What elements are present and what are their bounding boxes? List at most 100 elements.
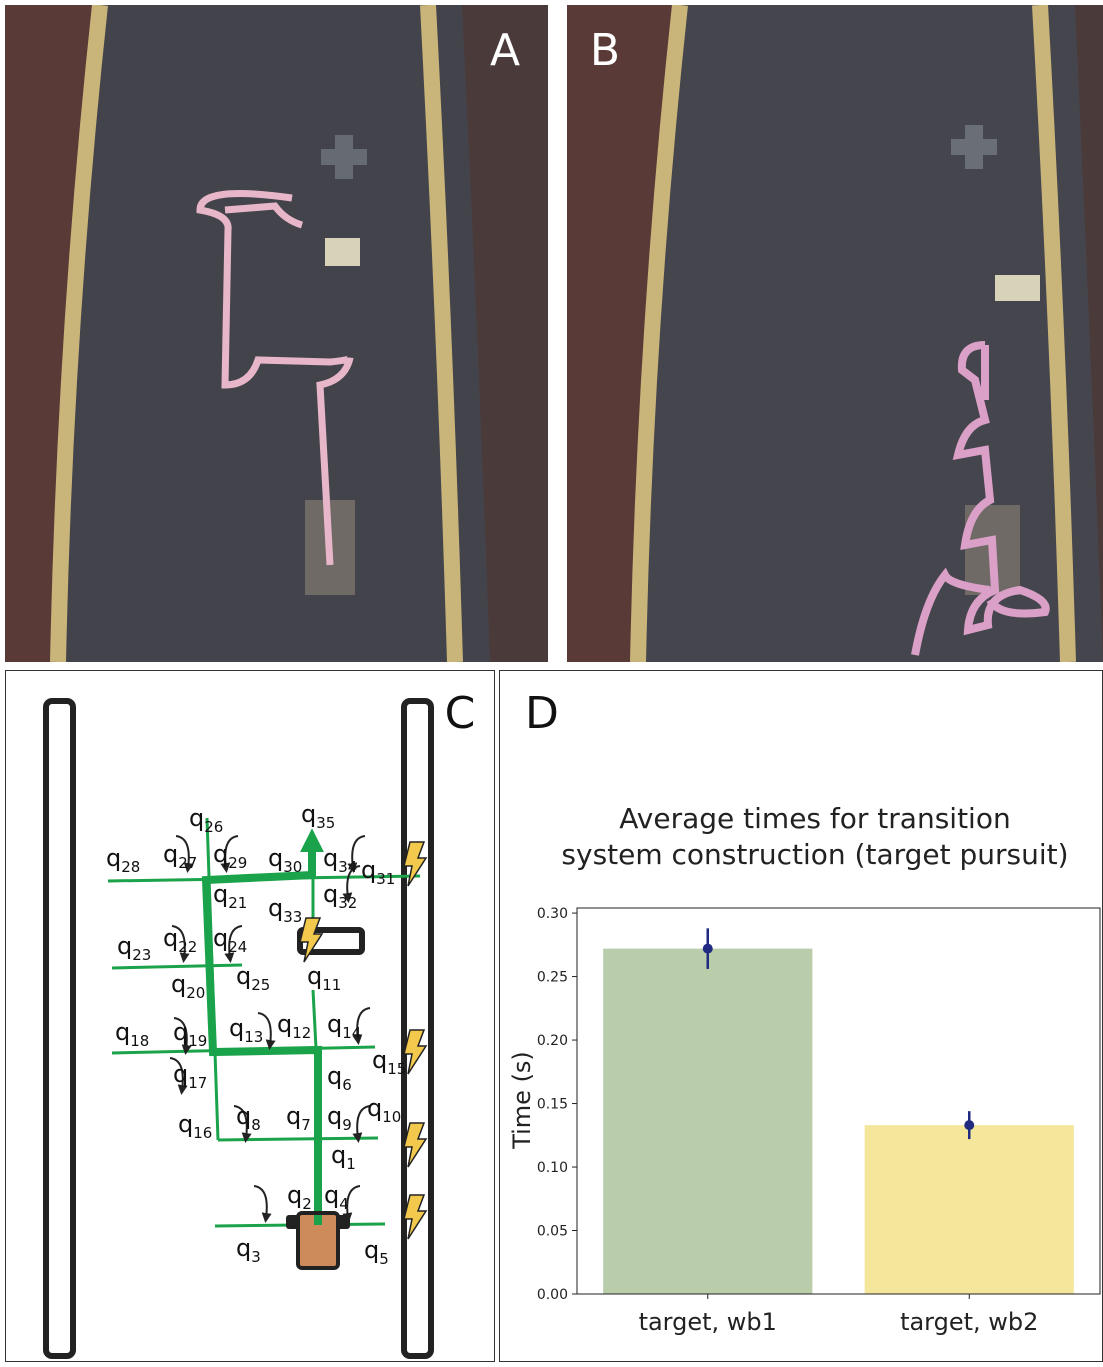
state-name: q xyxy=(327,1010,342,1038)
state-index: 12 xyxy=(292,1024,311,1042)
state-index: 29 xyxy=(228,854,247,872)
y-tick-label: 0.15 xyxy=(537,1097,568,1113)
state-label: q35 xyxy=(301,800,335,832)
state-name: q xyxy=(213,840,228,868)
lightning-icon xyxy=(300,918,322,962)
state-index: 33 xyxy=(283,908,302,926)
error-point xyxy=(964,1120,974,1130)
state-label: q12 xyxy=(277,1010,311,1042)
state-index: 14 xyxy=(342,1024,361,1042)
state-label: q23 xyxy=(117,932,151,964)
state-index: 1 xyxy=(346,1155,356,1173)
state-index: 23 xyxy=(132,946,151,964)
state-label: q14 xyxy=(327,1010,361,1042)
state-index: 27 xyxy=(178,854,197,872)
state-name: q xyxy=(115,1018,130,1046)
state-index: 19 xyxy=(188,1032,207,1050)
panel-label: A xyxy=(490,25,520,76)
state-index: 34 xyxy=(338,858,357,876)
state-name: q xyxy=(324,1181,339,1209)
state-label: q29 xyxy=(213,840,247,872)
y-tick-label: 0.10 xyxy=(537,1160,568,1176)
state-name: q xyxy=(372,1046,387,1074)
photo-a xyxy=(5,5,548,662)
state-label: q33 xyxy=(268,894,302,926)
state-label: q25 xyxy=(236,962,270,994)
state-index: 20 xyxy=(186,984,205,1002)
state-name: q xyxy=(277,1010,292,1038)
bar xyxy=(603,949,812,1294)
state-name: q xyxy=(286,1102,301,1130)
error-point xyxy=(703,944,713,954)
panel-label: D xyxy=(525,688,559,739)
transition-arrow xyxy=(254,1186,267,1218)
figure: A B C D q1q2q3q4q5q6q7q8q9q10q11q12q13q1… xyxy=(0,0,1103,1362)
state-label: q11 xyxy=(307,962,341,994)
state-label: q2 xyxy=(287,1181,312,1213)
state-index: 2 xyxy=(302,1195,312,1213)
state-label: q20 xyxy=(171,970,205,1002)
x-tick-label: target, wb2 xyxy=(900,1308,1038,1336)
state-label: q16 xyxy=(178,1110,212,1142)
state-index: 6 xyxy=(342,1076,352,1094)
state-index: 24 xyxy=(228,938,247,956)
state-name: q xyxy=(323,880,338,908)
y-tick-label: 0.25 xyxy=(537,970,568,986)
state-label: q27 xyxy=(163,840,197,872)
state-index: 15 xyxy=(387,1060,406,1078)
state-index: 31 xyxy=(376,870,395,888)
state-label: q24 xyxy=(213,924,247,956)
state-name: q xyxy=(213,924,228,952)
state-label: q18 xyxy=(115,1018,149,1050)
state-name: q xyxy=(173,1018,188,1046)
chart: Average times for transitionsystem const… xyxy=(508,802,1100,1336)
state-name: q xyxy=(268,844,283,872)
x-tick-label: target, wb1 xyxy=(639,1308,777,1336)
state-name: q xyxy=(331,1141,346,1169)
state-name: q xyxy=(236,1234,251,1262)
state-index: 8 xyxy=(251,1116,261,1134)
state-name: q xyxy=(213,880,228,908)
state-index: 7 xyxy=(301,1116,311,1134)
state-name: q xyxy=(327,1062,342,1090)
state-label: q32 xyxy=(323,880,357,912)
state-index: 35 xyxy=(316,814,335,832)
state-label: q4 xyxy=(324,1181,349,1213)
state-index: 13 xyxy=(244,1028,263,1046)
state-index: 22 xyxy=(178,938,197,956)
state-index: 5 xyxy=(379,1250,389,1268)
y-tick-label: 0.05 xyxy=(537,1224,568,1240)
state-index: 4 xyxy=(339,1195,349,1213)
state-name: q xyxy=(229,1014,244,1042)
state-label: q8 xyxy=(236,1102,261,1134)
page: { "panels": {"a": "A", "b": "B", "c": "C… xyxy=(0,0,1103,1362)
state-index: 28 xyxy=(121,858,140,876)
state-name: q xyxy=(236,1102,251,1130)
state-index: 26 xyxy=(204,818,223,836)
chart-title: system construction (target pursuit) xyxy=(561,838,1068,871)
state-name: q xyxy=(163,924,178,952)
state-name: q xyxy=(367,1094,382,1122)
state-name: q xyxy=(236,962,251,990)
state-label: q21 xyxy=(213,880,247,912)
state-label: q6 xyxy=(327,1062,352,1094)
panel-label: B xyxy=(590,25,620,76)
state-index: 9 xyxy=(342,1116,352,1134)
state-label: q3 xyxy=(236,1234,261,1266)
state-name: q xyxy=(364,1236,379,1264)
state-index: 21 xyxy=(228,894,247,912)
state-index: 17 xyxy=(188,1074,207,1092)
state-name: q xyxy=(361,856,376,884)
state-index: 16 xyxy=(193,1124,212,1142)
state-name: q xyxy=(301,800,316,828)
state-name: q xyxy=(268,894,283,922)
state-label: q13 xyxy=(229,1014,263,1046)
state-name: q xyxy=(163,840,178,868)
state-label: q10 xyxy=(367,1094,401,1126)
state-name: q xyxy=(189,804,204,832)
state-label: q19 xyxy=(173,1018,207,1050)
chart-title: Average times for transition xyxy=(619,802,1010,835)
state-label: q7 xyxy=(286,1102,311,1134)
photo-b xyxy=(567,5,1103,662)
